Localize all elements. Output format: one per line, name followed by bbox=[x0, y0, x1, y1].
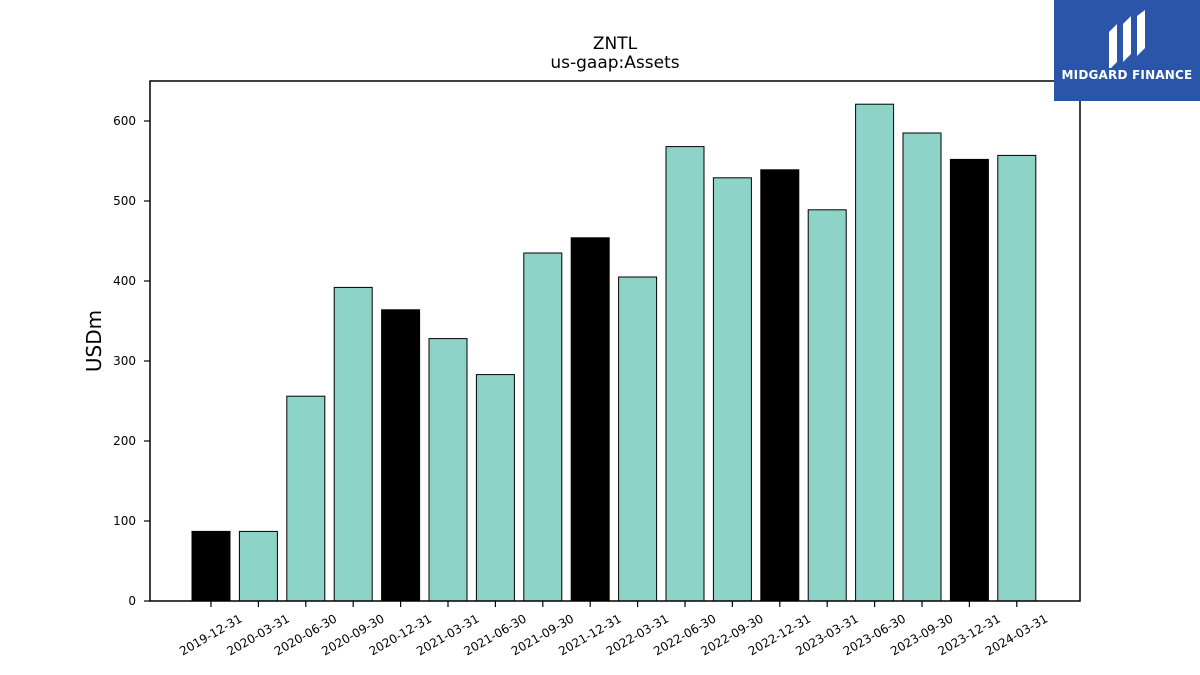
bar-2021-09-30 bbox=[523, 252, 563, 602]
y-tick-label: 600 bbox=[113, 114, 136, 128]
logo-text: MIDGARD FINANCE bbox=[1061, 68, 1193, 82]
midgard-finance-logo: MIDGARD FINANCE bbox=[1054, 0, 1200, 101]
logo-mark-icon bbox=[1109, 10, 1145, 68]
bar-2023-06-30 bbox=[855, 103, 895, 602]
y-tick-label: 100 bbox=[113, 514, 136, 528]
bar-2020-03-31 bbox=[238, 530, 278, 602]
bar-2021-06-30 bbox=[475, 374, 515, 602]
y-tick-label: 200 bbox=[113, 434, 136, 448]
bar-2021-12-31 bbox=[570, 237, 610, 602]
bar-2023-12-31 bbox=[949, 158, 989, 602]
bar-2020-09-30 bbox=[333, 286, 373, 602]
bar-2019-12-31 bbox=[191, 530, 231, 602]
bar-2022-12-31 bbox=[760, 169, 800, 602]
chart-title: ZNTL bbox=[593, 34, 638, 54]
y-axis-label: USDm bbox=[82, 310, 106, 372]
bar-2022-03-31 bbox=[618, 276, 658, 602]
bar-2023-03-31 bbox=[807, 209, 847, 602]
bar-2020-12-31 bbox=[381, 309, 421, 602]
bar-2022-09-30 bbox=[712, 177, 752, 602]
bar-2024-03-31 bbox=[997, 154, 1037, 602]
plot-frame bbox=[149, 80, 1081, 602]
bar-2020-06-30 bbox=[286, 395, 326, 602]
bar-2021-03-31 bbox=[428, 338, 468, 602]
x-axis-ticks: 2019-12-312020-03-312020-06-302020-09-30… bbox=[177, 601, 1050, 658]
bar-2023-09-30 bbox=[902, 132, 942, 602]
y-tick-label: 400 bbox=[113, 274, 136, 288]
y-tick-label: 500 bbox=[113, 194, 136, 208]
bar-2022-06-30 bbox=[665, 146, 705, 602]
chart-subtitle: us-gaap:Assets bbox=[550, 53, 679, 73]
bars-group bbox=[191, 103, 1037, 602]
y-tick-label: 300 bbox=[113, 354, 136, 368]
y-axis-ticks: 0 100 200 300 400 500 600 bbox=[113, 114, 150, 608]
y-tick-label: 0 bbox=[128, 594, 136, 608]
